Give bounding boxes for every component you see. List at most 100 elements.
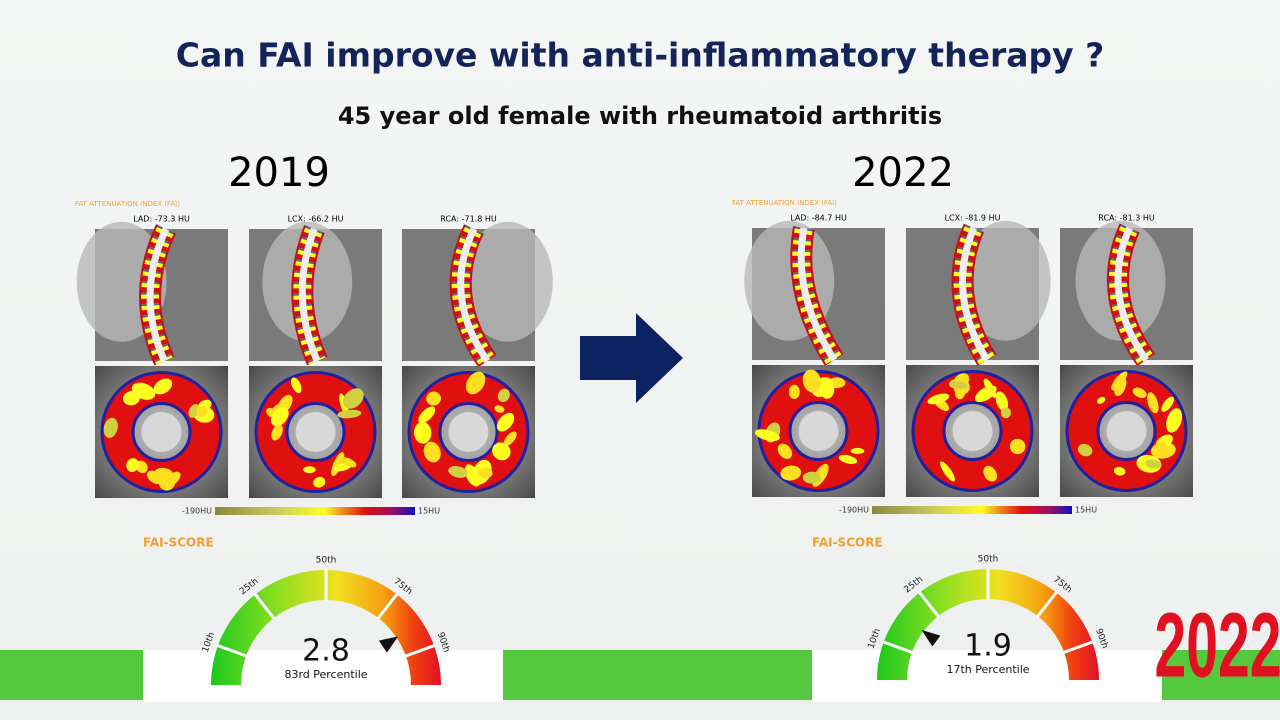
score-label: FAI-SCORE (812, 536, 883, 550)
fat-blob (342, 388, 364, 409)
ct-tissue (960, 220, 1051, 341)
vessel-label: RCA: -81.3 HU (1098, 214, 1155, 223)
vessel-lumen (457, 227, 491, 363)
gauge-separator (253, 592, 276, 620)
fat-blob (949, 381, 968, 389)
fat-blob (838, 454, 858, 464)
fat-blob (1161, 396, 1175, 412)
fat-ring (914, 373, 1031, 489)
cross-section-image (249, 366, 382, 498)
gauge-separator (1062, 640, 1094, 655)
vessel-image (76, 221, 228, 366)
color-bar-min: -190HU (182, 507, 212, 516)
fat-blob (503, 431, 517, 447)
vessel-image (402, 221, 553, 368)
slide-subtitle: 45 year old female with rheumatoid arthr… (338, 102, 942, 130)
year: 2019 (228, 150, 330, 196)
fat-blob (802, 471, 821, 484)
gauge-separator (404, 643, 436, 658)
vessel-lumen (1114, 226, 1150, 363)
fat-blob (291, 377, 302, 394)
gauge-tick-label: 50th (316, 556, 337, 566)
fat-blob (1009, 438, 1026, 455)
fat-blob (788, 384, 800, 400)
lumen (798, 411, 839, 451)
gauge-tick-label: 50th (978, 555, 999, 565)
fat-blob (465, 371, 486, 395)
gauge-backdrop (812, 650, 1162, 702)
vessel-image (249, 221, 382, 366)
vessel-label: LAD: -73.3 HU (133, 215, 190, 224)
fat-blob (271, 407, 289, 427)
fat-blob (414, 421, 432, 444)
fat-blob (492, 442, 511, 461)
fat-blob (478, 467, 493, 479)
cross-section-image (95, 366, 228, 498)
fat-blob (103, 417, 118, 438)
fat-ring (257, 374, 374, 490)
gauge-backdrop (143, 650, 503, 702)
fat-blob (494, 405, 505, 413)
fat-blob (153, 378, 173, 395)
fat-blob (1145, 459, 1162, 469)
fat-blob (777, 443, 793, 459)
gauge-needle (378, 636, 399, 653)
fat-blob (1147, 392, 1159, 414)
fat-blob (496, 412, 515, 432)
year: 2022 (852, 150, 954, 196)
color-bar-min: -190HU (839, 506, 869, 515)
score-value: 1.9 (964, 629, 1012, 664)
fat-blob (1077, 443, 1093, 457)
fat-blob (423, 441, 441, 463)
color-bar (872, 506, 1072, 514)
score-percentile: 17th Percentile (946, 663, 1029, 676)
fat-blob (271, 424, 283, 441)
lumen (295, 412, 336, 452)
fat-blob (196, 405, 208, 417)
vessel-lumen (797, 227, 838, 362)
fat-blob (754, 429, 780, 442)
fat-blob (340, 457, 357, 468)
gauge-arc (877, 569, 1099, 680)
fat-blob (1166, 408, 1183, 433)
fat-blob (1114, 376, 1127, 397)
cross-section-image (752, 365, 885, 497)
lumen (952, 411, 993, 451)
fat-blob (1113, 466, 1126, 476)
vessel-label: LCX: -66.2 HU (288, 215, 344, 224)
fat-blob (126, 458, 139, 472)
ct-tissue (462, 221, 553, 342)
lumen (1106, 411, 1147, 451)
fat-blob (940, 461, 955, 482)
gauge-separator (882, 640, 914, 655)
fat-blob (995, 391, 1009, 412)
score-percentile: 83rd Percentile (284, 668, 367, 681)
fat-blob (122, 391, 140, 406)
fat-blob (974, 385, 997, 403)
fat-blob (927, 393, 950, 405)
fat-blob (448, 466, 468, 478)
fat-blob (313, 476, 326, 488)
score-label: FAI-SCORE (143, 536, 214, 550)
fat-blob (983, 465, 998, 482)
lumen (448, 412, 489, 452)
arrow (580, 313, 683, 403)
logo: 2022 (1155, 595, 1280, 697)
fat-blob (1000, 407, 1012, 419)
fat-blob (1096, 396, 1106, 404)
vessel-image (906, 220, 1051, 366)
fat-blob (188, 404, 200, 418)
panels: 2019 FAT ATTENUATION INDEX (FAI) LAD: -73.… (75, 150, 1193, 685)
gauge-separator (917, 590, 940, 618)
fat-blob (802, 369, 821, 393)
cross-section-image (1060, 365, 1193, 497)
color-bar (215, 507, 415, 515)
cross-section-image (906, 365, 1039, 497)
section-label: FAT ATTENUATION INDEX (FAI) (75, 200, 180, 208)
gauge-separator (376, 592, 399, 620)
vessel-image (744, 220, 885, 366)
fat-blob (821, 383, 835, 399)
gauge-arc (211, 570, 441, 685)
